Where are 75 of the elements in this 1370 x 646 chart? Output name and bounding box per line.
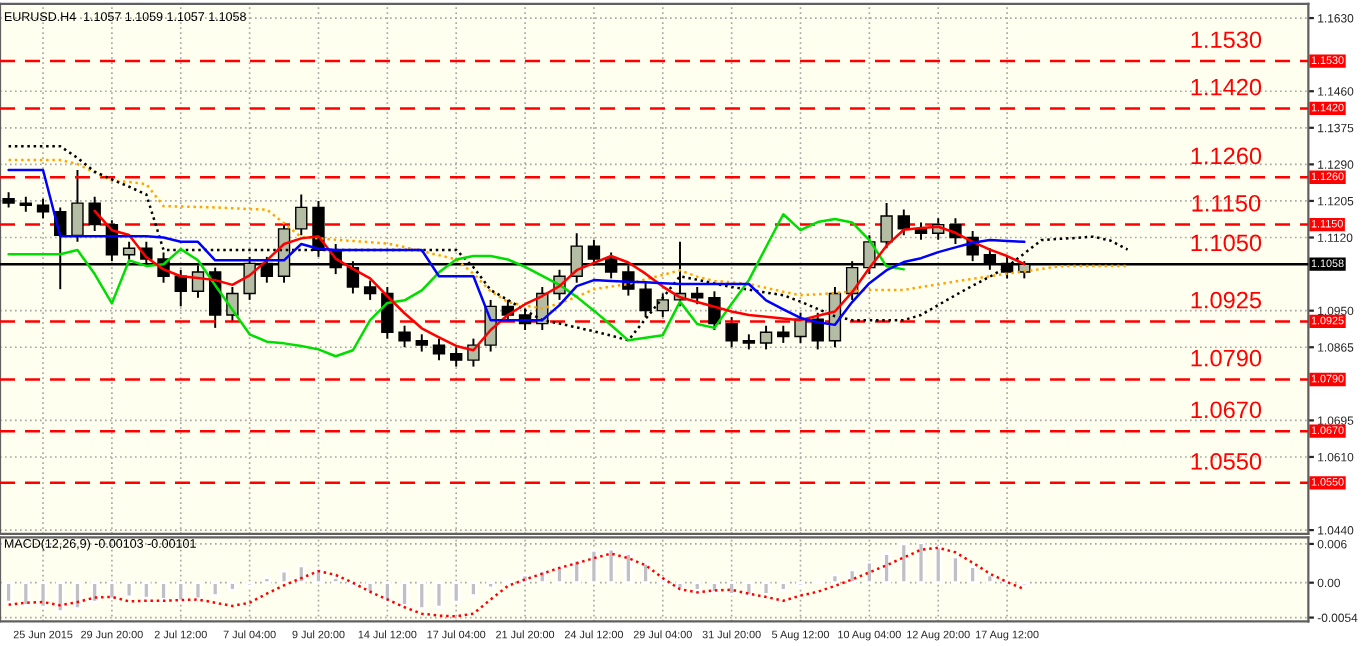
candlestick <box>656 292 669 319</box>
candlestick <box>295 193 308 237</box>
bar <box>262 576 272 585</box>
bar <box>314 568 323 585</box>
bar <box>572 558 582 585</box>
candlestick <box>639 281 652 319</box>
annotation: 1.1420 <box>1191 78 1262 96</box>
bar <box>727 581 737 596</box>
bar <box>159 581 168 601</box>
bar <box>193 581 203 601</box>
bar <box>210 581 220 597</box>
bar <box>899 542 909 585</box>
candlestick <box>880 202 893 250</box>
bar <box>641 561 650 585</box>
candlestick <box>759 324 773 351</box>
bar <box>933 545 943 585</box>
bar <box>365 581 375 594</box>
bar <box>382 581 392 603</box>
bar <box>864 560 874 585</box>
candlestick <box>88 195 101 233</box>
bar <box>469 581 478 597</box>
bar <box>331 576 341 585</box>
bar <box>968 565 978 585</box>
bar <box>417 581 427 610</box>
bar <box>451 581 461 604</box>
bar <box>744 581 754 597</box>
bar <box>296 564 306 585</box>
bar <box>589 549 599 585</box>
bar <box>38 581 48 609</box>
bar <box>537 569 547 585</box>
bar <box>710 581 719 594</box>
annotation: 1.0670 <box>1191 401 1262 419</box>
bar <box>830 573 840 585</box>
annotation: 1.0925 <box>1191 291 1262 309</box>
bar <box>400 581 409 607</box>
bar <box>916 541 926 585</box>
bar <box>228 581 237 592</box>
bar <box>675 581 685 591</box>
bar <box>107 581 117 601</box>
bar <box>176 581 186 603</box>
bar <box>141 581 151 600</box>
line-series <box>7 213 906 358</box>
annotation: 1.1150 <box>1192 194 1261 212</box>
candlestick <box>71 168 84 243</box>
bar <box>951 555 960 585</box>
bar <box>847 568 857 585</box>
candlestick <box>398 324 411 349</box>
bar <box>55 581 65 614</box>
bar <box>692 581 702 592</box>
candlestick <box>449 346 463 368</box>
bar <box>486 581 496 590</box>
candlestick <box>794 311 807 344</box>
bar <box>761 581 771 596</box>
bar <box>623 552 633 585</box>
bar <box>4 581 14 604</box>
annotation: 1.1260 <box>1191 147 1262 165</box>
candlestick <box>363 279 377 301</box>
bar <box>434 581 444 609</box>
bar <box>73 581 82 610</box>
bar <box>21 581 31 607</box>
candlestick <box>432 337 446 362</box>
annotation: 1.1530 <box>1191 31 1262 49</box>
annotation: 1.0550 <box>1191 453 1262 470</box>
bar <box>985 573 995 585</box>
bar <box>778 581 788 592</box>
annotation: 1.1050 <box>1191 234 1262 252</box>
bar <box>882 552 891 585</box>
bar <box>124 581 134 599</box>
candlestick <box>725 316 738 349</box>
bar <box>279 569 289 585</box>
bar <box>90 581 100 604</box>
bar <box>555 565 564 585</box>
candlestick <box>897 208 910 237</box>
bar <box>606 547 616 585</box>
annotation: 1.0790 <box>1191 349 1262 367</box>
